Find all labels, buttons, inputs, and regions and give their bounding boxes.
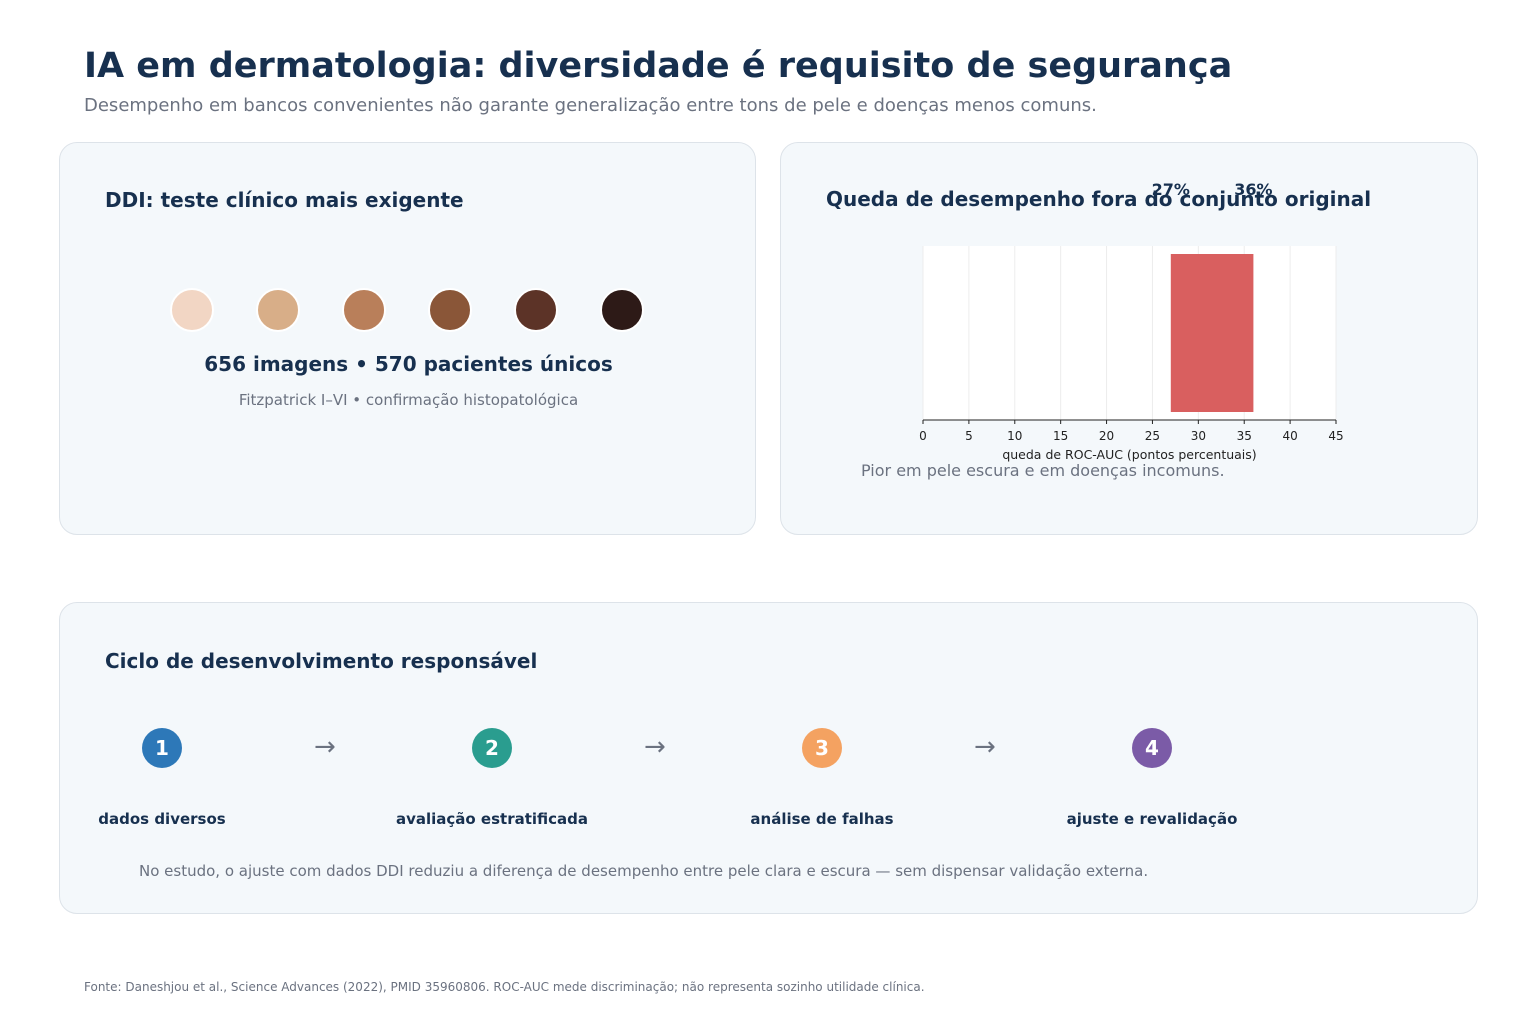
- x-tick-label: 40: [1282, 429, 1297, 443]
- arrow-icon: →: [974, 732, 996, 762]
- x-tick-label: 45: [1328, 429, 1343, 443]
- skin-tone-swatch-4: [428, 288, 472, 332]
- step-4-label: ajuste e revalidação: [1066, 810, 1238, 828]
- page-subtitle: Desempenho em bancos convenientes não ga…: [84, 95, 1097, 116]
- skin-tone-swatch-1: [170, 288, 214, 332]
- step-3-label: análise de falhas: [750, 810, 894, 828]
- ddi-card: DDI: teste clínico mais exigente 656 ima…: [59, 142, 756, 535]
- source-footnote: Fonte: Daneshjou et al., Science Advance…: [84, 980, 925, 994]
- drop-caption: Pior em pele escura e em doenças incomun…: [861, 461, 1225, 480]
- plot-area: [923, 246, 1336, 420]
- x-axis-label: queda de ROC-AUC (pontos percentuais): [1002, 447, 1256, 462]
- bar-value-label: 36%: [1234, 180, 1272, 199]
- x-tick-label: 15: [1053, 429, 1068, 443]
- skin-tone-swatch-3: [342, 288, 386, 332]
- skin-tone-swatch-5: [514, 288, 558, 332]
- ddi-card-title: DDI: teste clínico mais exigente: [105, 188, 464, 212]
- bar: [1170, 254, 1254, 412]
- drop-card-title: Queda de desempenho fora do conjunto ori…: [826, 187, 1372, 211]
- step-2-label: avaliação estratificada: [395, 810, 589, 828]
- step-3-badge: 3: [802, 728, 842, 768]
- step-1-badge: 1: [142, 728, 182, 768]
- x-tick-label: 10: [1007, 429, 1022, 443]
- x-tick-label: 5: [965, 429, 973, 443]
- step-1-label: dados diversos: [98, 810, 226, 828]
- ddi-note: Fitzpatrick I–VI • confirmação histopato…: [238, 391, 579, 409]
- skin-tone-swatch-2: [256, 288, 300, 332]
- step-2-badge: 2: [472, 728, 512, 768]
- ddi-stat: 656 imagens • 570 pacientes únicos: [204, 352, 613, 376]
- skin-tone-swatch-6: [600, 288, 644, 332]
- x-tick-label: 25: [1145, 429, 1160, 443]
- cycle-note: No estudo, o ajuste com dados DDI reduzi…: [139, 862, 1149, 880]
- step-4-badge: 4: [1132, 728, 1172, 768]
- cycle-card-title: Ciclo de desenvolvimento responsável: [105, 649, 538, 673]
- bar-value-label: 27%: [1152, 180, 1190, 199]
- x-tick-label: 30: [1191, 429, 1206, 443]
- page-title: IA em dermatologia: diversidade é requis…: [84, 46, 1233, 86]
- x-tick-label: 35: [1237, 429, 1252, 443]
- arrow-icon: →: [644, 732, 666, 762]
- arrow-icon: →: [314, 732, 336, 762]
- performance-drop-card: 0 5 10 15 20 25 30 35 40 45 queda de ROC-AUC (pont…: [780, 142, 1478, 535]
- cycle-card: Ciclo de desenvolvimento responsável 1 →…: [59, 602, 1478, 914]
- performance-drop-chart: 0 5 10 15 20 25 30 35 40 45 queda de ROC-AUC (pont…: [919, 180, 1343, 462]
- x-tick-label: 0: [919, 429, 927, 443]
- x-tick-label: 20: [1099, 429, 1114, 443]
